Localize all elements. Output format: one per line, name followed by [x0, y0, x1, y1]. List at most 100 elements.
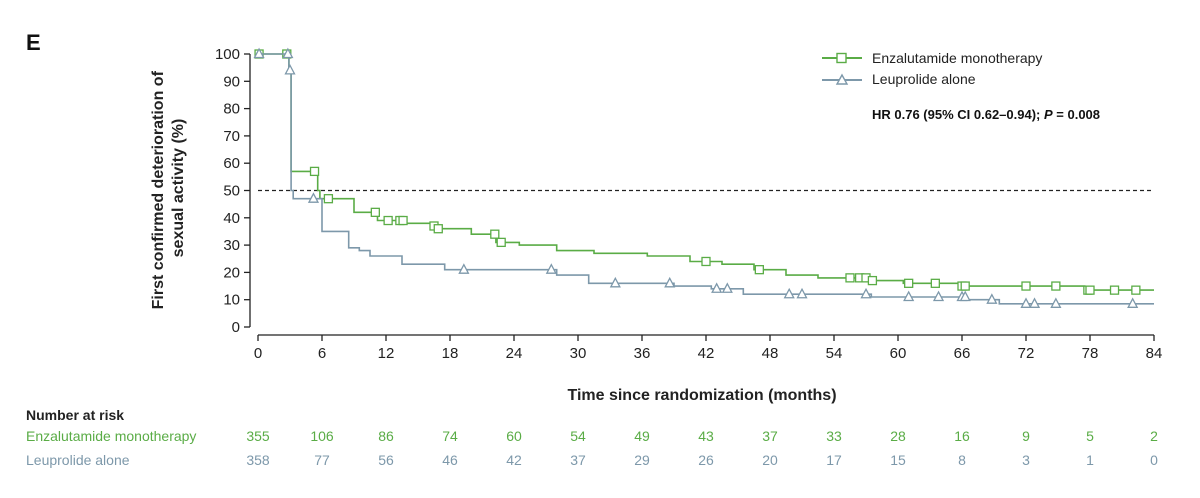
censor-marker-enzalutamide	[398, 215, 408, 226]
risk-table-title: Number at risk	[26, 407, 124, 423]
risk-count: 2	[1150, 428, 1158, 444]
censor-marker-leuprolide	[282, 47, 294, 59]
x-axis-title: Time since randomization (months)	[567, 387, 836, 404]
risk-count: 56	[378, 452, 394, 468]
risk-count: 20	[762, 452, 778, 468]
censor-marker-leuprolide	[986, 293, 998, 304]
hr-text-pre: HR 0.76 (95% CI 0.62–0.94);	[872, 107, 1044, 122]
censor-marker-leuprolide	[284, 63, 296, 75]
risk-count: 9	[1022, 428, 1030, 444]
legend-triangle-icon	[835, 73, 849, 85]
censor-marker-enzalutamide	[370, 207, 380, 217]
series-line-enzalutamide	[258, 53, 1154, 291]
risk-count: 28	[890, 428, 906, 444]
x-tick-label: 84	[1146, 345, 1163, 362]
censor-marker-leuprolide	[959, 290, 971, 302]
censor-marker-enzalutamide	[490, 229, 500, 239]
y-axis-title: First confirmed deterioration of sexual …	[150, 67, 187, 310]
censor-marker-enzalutamide	[960, 281, 970, 291]
censor-marker-enzalutamide	[309, 166, 320, 177]
risk-count: 15	[890, 452, 906, 468]
risk-count: 17	[826, 452, 842, 468]
x-tick-label: 36	[634, 345, 651, 362]
censor-marker-enzalutamide	[754, 265, 764, 275]
panel-label: E	[26, 30, 41, 55]
censor-marker-enzalutamide	[433, 224, 443, 234]
x-tick-label: 6	[318, 345, 326, 362]
censor-marker-enzalutamide	[1085, 285, 1095, 295]
censor-marker-enzalutamide	[496, 237, 506, 248]
censor-marker-enzalutamide	[1109, 285, 1120, 295]
censor-marker-leuprolide	[932, 290, 945, 302]
censor-marker-leuprolide	[664, 276, 676, 288]
risk-count: 37	[570, 452, 586, 468]
censor-marker-enzalutamide	[1021, 281, 1031, 291]
risk-count: 74	[442, 428, 458, 444]
risk-count: 1	[1086, 452, 1094, 468]
y-tick-label: 70	[223, 128, 240, 145]
censor-marker-enzalutamide	[323, 194, 334, 204]
risk-row-label: Enzalutamide monotherapy	[26, 428, 196, 444]
risk-count: 77	[314, 452, 330, 468]
censor-marker-leuprolide	[783, 287, 795, 299]
risk-count: 8	[958, 452, 966, 468]
risk-count: 358	[246, 452, 270, 468]
censor-marker-leuprolide	[796, 287, 808, 299]
y-axis-title-line-2: sexual activity (%)	[170, 119, 187, 258]
series-line-leuprolide	[258, 53, 1154, 305]
risk-count: 0	[1150, 452, 1158, 468]
x-axis: 0 6 12 18 24 30 36 42 48 54 60 66 72 78 84	[254, 334, 1163, 362]
censor-marker-leuprolide	[253, 47, 265, 59]
censor-marker-leuprolide	[1028, 297, 1041, 308]
hazard-ratio-annotation: HR 0.76 (95% CI 0.62–0.94); P = 0.008	[872, 107, 1100, 122]
risk-count: 37	[762, 428, 778, 444]
x-tick-label: 42	[698, 345, 715, 362]
x-tick-label: 72	[1018, 345, 1035, 362]
risk-count: 29	[634, 452, 650, 468]
risk-count: 355	[246, 428, 270, 444]
y-axis-title-line-1: First confirmed deterioration of	[150, 70, 167, 309]
x-tick-label: 48	[762, 345, 779, 362]
legend-square-icon	[836, 52, 847, 64]
risk-count: 16	[954, 428, 970, 444]
censor-marker-leuprolide	[307, 192, 320, 203]
x-tick-label: 30	[570, 345, 587, 362]
y-tick-label: 90	[223, 73, 240, 90]
risk-count: 3	[1022, 452, 1030, 468]
series-layer	[253, 47, 1154, 308]
censor-marker-leuprolide	[1050, 297, 1062, 308]
risk-count: 5	[1086, 428, 1094, 444]
x-tick-label: 24	[506, 345, 523, 362]
risk-table: Enzalutamide monotherapy 355 106 86 74 60 54 49…	[26, 428, 1158, 468]
censor-marker-leuprolide	[903, 290, 915, 302]
y-tick-label: 20	[223, 264, 240, 281]
censor-marker-enzalutamide	[845, 273, 855, 283]
censor-marker-enzalutamide	[701, 256, 711, 267]
censor-marker-leuprolide	[458, 263, 470, 274]
censor-marker-leuprolide	[711, 282, 723, 293]
censor-marker-leuprolide	[609, 276, 621, 288]
y-tick-label: 80	[223, 101, 240, 118]
censor-marker-leuprolide	[721, 282, 733, 293]
legend-label-enzalutamide: Enzalutamide monotherapy	[872, 50, 1042, 66]
y-tick-label: 100	[215, 46, 240, 63]
censor-marker-enzalutamide	[930, 278, 940, 288]
x-tick-label: 12	[378, 345, 395, 362]
x-tick-label: 18	[442, 345, 459, 362]
censor-marker-enzalutamide	[867, 275, 878, 286]
censor-marker-leuprolide	[1020, 297, 1032, 308]
censor-marker-enzalutamide	[1051, 281, 1061, 291]
y-axis: 0 10 20 30 40 50 60 70 80 90 100	[215, 46, 251, 336]
risk-count: 42	[506, 452, 522, 468]
censor-marker-leuprolide	[545, 263, 557, 274]
risk-count: 60	[506, 428, 522, 444]
x-tick-label: 54	[826, 345, 843, 362]
risk-count: 46	[442, 452, 458, 468]
y-tick-label: 0	[232, 319, 240, 336]
x-tick-label: 60	[890, 345, 907, 362]
x-tick-label: 0	[254, 345, 262, 362]
legend-label-leuprolide: Leuprolide alone	[872, 71, 976, 87]
x-tick-label: 78	[1082, 345, 1099, 362]
y-tick-label: 50	[223, 183, 240, 200]
y-tick-label: 60	[223, 155, 240, 172]
